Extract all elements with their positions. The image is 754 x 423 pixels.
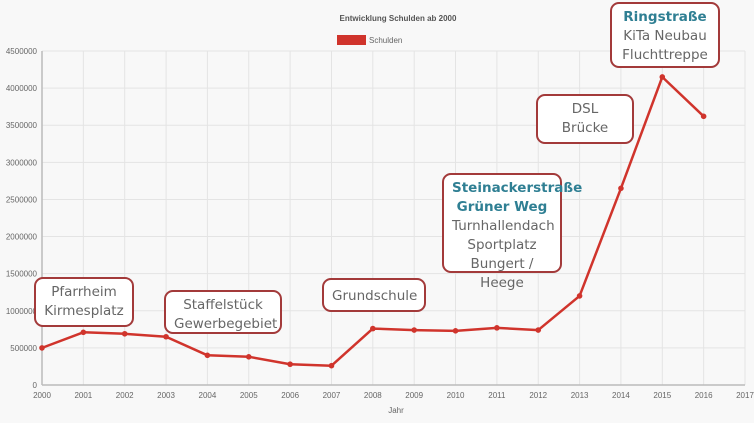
data-point: [39, 345, 45, 351]
annotation-highlight: Steinackerstraße: [452, 180, 583, 196]
x-tick-label: 2008: [364, 391, 382, 400]
annotation-line: Grundschule: [332, 288, 418, 304]
y-tick-label: 2500000: [6, 195, 38, 204]
annotation-highlight: Grüner Weg: [456, 199, 548, 215]
annotation-line: Bungert / Heege: [470, 256, 534, 291]
x-tick-label: 2010: [447, 391, 465, 400]
x-tick-label: 2006: [281, 391, 299, 400]
annotation-line: Staffelstück: [183, 297, 263, 313]
data-point: [659, 74, 666, 80]
annotation-line: Pfarrheim: [51, 284, 117, 300]
annotation-line: Sportplatz: [467, 237, 537, 253]
data-point: [328, 362, 335, 369]
annotation-line: Kirmesplatz: [44, 303, 124, 319]
x-tick-label: 2017: [736, 391, 754, 400]
annotation-line: DSL: [571, 101, 599, 117]
data-point: [370, 325, 376, 332]
annotation-box: Pfarrheim Kirmesplatz: [34, 277, 134, 327]
y-tick-label: 4500000: [6, 47, 38, 56]
y-tick-label: 0: [33, 381, 38, 390]
x-tick-label: 2003: [157, 391, 175, 400]
annotation-line: Gewerbegebiet: [174, 316, 278, 332]
data-point: [576, 293, 583, 299]
chart-title: Entwicklung Schulden ab 2000: [340, 14, 457, 23]
legend-swatch: [337, 35, 366, 45]
x-tick-label: 2005: [240, 391, 258, 400]
annotation-box: Grundschule: [322, 278, 426, 312]
x-tick-label: 2000: [33, 391, 51, 400]
annotation-box: Staffelstück Gewerbegebiet: [164, 290, 282, 334]
data-point: [411, 327, 417, 333]
y-tick-label: 3500000: [6, 121, 38, 130]
annotation-box: Ringstraße KiTa Neubau Fluchttreppe: [610, 2, 720, 68]
data-point: [494, 325, 500, 331]
x-tick-label: 2004: [199, 391, 217, 400]
annotation-highlight: Ringstraße: [623, 9, 707, 25]
annotation-box: DSL Brücke: [536, 94, 634, 144]
annotation-line: Turnhallendach: [452, 218, 555, 234]
data-point: [618, 185, 624, 192]
y-tick-label: 3000000: [6, 158, 38, 167]
y-tick-label: 500000: [10, 344, 37, 353]
y-tick-label: 1500000: [6, 270, 38, 279]
x-tick-label: 2012: [529, 391, 547, 400]
annotation-line: Brücke: [561, 120, 609, 136]
data-point: [121, 330, 128, 337]
data-point: [700, 113, 707, 120]
x-tick-label: 2007: [323, 391, 341, 400]
y-tick-label: 4000000: [6, 84, 38, 93]
x-tick-label: 2013: [571, 391, 589, 400]
legend-label: Schulden: [369, 36, 402, 45]
annotation-line: KiTa Neubau: [623, 28, 707, 44]
x-tick-label: 2015: [653, 391, 671, 400]
data-point: [204, 352, 211, 359]
data-point: [535, 327, 542, 333]
data-point: [452, 328, 459, 334]
y-tick-label: 1000000: [6, 307, 38, 316]
y-tick-label: 2000000: [6, 233, 38, 242]
data-point: [287, 361, 293, 368]
x-tick-label: 2001: [74, 391, 92, 400]
x-tick-label: 2016: [695, 391, 713, 400]
data-point: [245, 353, 252, 360]
data-point: [80, 329, 87, 336]
x-tick-label: 2011: [488, 391, 506, 400]
x-tick-label: 2002: [116, 391, 134, 400]
x-tick-label: 2014: [612, 391, 630, 400]
annotation-box: Steinackerstraße Grüner Weg Turnhallendach…: [442, 173, 583, 291]
x-axis-label: Jahr: [388, 406, 404, 415]
data-point: [163, 333, 169, 340]
x-tick-label: 2009: [405, 391, 423, 400]
annotation-line: Fluchttreppe: [622, 47, 708, 63]
